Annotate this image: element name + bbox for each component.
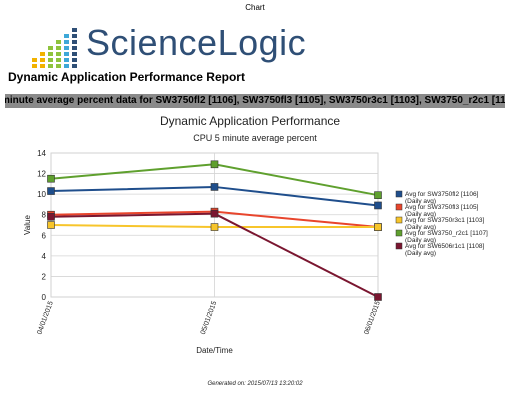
line-chart: 0 2 4 6 8 10 12 14 04/01/2015 05/01/2015 06/01/201… (23, 149, 488, 355)
data-point (47, 212, 55, 221)
data-point (374, 201, 382, 210)
logo-dot (72, 52, 77, 56)
logo-dot (64, 58, 69, 62)
logo-dot (56, 64, 61, 68)
x-tick-label: 06/01/2015 (363, 300, 382, 335)
logo-dot (72, 58, 77, 62)
y-tick-label: 10 (37, 190, 46, 199)
data-point (210, 209, 219, 218)
company-logo: ScienceLogic (28, 20, 306, 70)
logo-bars-icon (32, 28, 77, 68)
legend-swatch (395, 203, 403, 211)
logo-dot (48, 52, 53, 56)
legend-sublabel: (Daily avg) (405, 198, 436, 205)
legend-sublabel: (Daily avg) (405, 250, 436, 257)
chart-subtitle: CPU 5 minute average percent (193, 133, 317, 143)
logo-dot (64, 46, 69, 50)
x-axis-title: Date/Time (196, 346, 233, 355)
legend-label: Avg for SW3750_r2c1 [1107] (405, 230, 488, 237)
selection-banner: minute average percent data for SW3750fl… (5, 94, 505, 108)
logo-dot (72, 40, 77, 44)
legend-sublabel: (Daily avg) (405, 224, 436, 231)
legend-label: Avg for SW3750r3c1 [1103] (405, 217, 484, 224)
generated-timestamp: Generated on: 2015/07/13 13:20:02 (207, 381, 303, 387)
logo-dot (72, 34, 77, 38)
legend-swatch (395, 190, 403, 198)
y-tick-label: 4 (42, 252, 47, 261)
y-tick-label: 0 (42, 293, 47, 302)
data-point (47, 187, 55, 195)
legend-swatch (395, 216, 403, 224)
selection-banner-text: minute average percent data for SW3750fl… (5, 95, 505, 106)
logo-dot (56, 46, 61, 50)
logo-dot (64, 64, 69, 68)
legend-swatch (395, 229, 403, 237)
logo-dot (40, 52, 45, 56)
logo-dot (72, 28, 77, 32)
data-point (374, 293, 382, 301)
chart-title: Dynamic Application Performance (159, 114, 341, 128)
data-point (210, 223, 219, 231)
legend-sublabel: (Daily avg) (405, 211, 436, 218)
legend-label: Avg for SW3750fl3 [1105] (405, 204, 479, 211)
data-point (374, 223, 382, 231)
data-point (374, 191, 382, 199)
y-tick-label: 8 (42, 211, 47, 220)
logo-dot (40, 58, 45, 62)
y-tick-label: 14 (37, 149, 46, 158)
logo-dot (72, 46, 77, 50)
legend-swatch (395, 242, 403, 250)
logo-dot (64, 40, 69, 44)
logo-dot (64, 52, 69, 56)
data-point (47, 221, 55, 229)
logo-dot (32, 58, 37, 62)
data-point (210, 183, 219, 191)
x-tick-label: 05/01/2015 (200, 300, 219, 335)
legend-label: Avg for SW3750fl2 [1106] (405, 191, 479, 198)
logo-dot (64, 34, 69, 38)
y-axis-title: Value (23, 215, 32, 235)
logo-dot (48, 64, 53, 68)
report-title: Dynamic Application Performance Report (8, 70, 245, 84)
data-point (47, 174, 55, 183)
logo-dot (40, 64, 45, 68)
legend-label: Avg for SW6506r1c1 [1108] (405, 243, 484, 250)
y-tick-label: 2 (42, 272, 47, 281)
page-header-label: Chart (245, 3, 265, 12)
legend-sublabel: (Daily avg) (405, 237, 436, 244)
x-tick-label: 04/01/2015 (36, 300, 55, 335)
logo-dot (72, 64, 77, 68)
logo-dot (56, 52, 61, 56)
logo-dot (32, 64, 37, 68)
y-tick-label: 6 (42, 231, 47, 240)
logo-dot (48, 58, 53, 62)
logo-dot (56, 58, 61, 62)
y-tick-label: 12 (37, 170, 46, 179)
logo-dot (48, 46, 53, 50)
logo-text: ScienceLogic (86, 22, 307, 63)
data-point (210, 160, 219, 169)
logo-dot (56, 40, 61, 44)
